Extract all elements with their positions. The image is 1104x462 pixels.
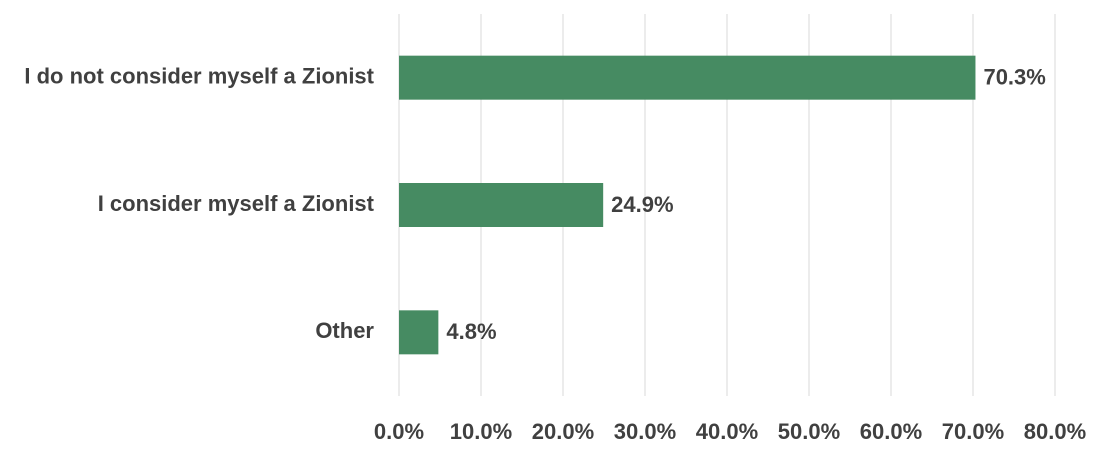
y-tick-label: I do not consider myself a Zionist [24, 63, 374, 88]
x-tick-label: 40.0% [696, 419, 758, 444]
x-tick-label: 20.0% [532, 419, 594, 444]
x-tick-label: 50.0% [778, 419, 840, 444]
data-label: 24.9% [611, 192, 673, 217]
x-tick-label: 60.0% [860, 419, 922, 444]
bar [399, 183, 604, 227]
y-tick-label: Other [315, 318, 374, 343]
data-label: 70.3% [983, 64, 1045, 89]
bar [399, 310, 439, 355]
x-tick-label: 70.0% [942, 419, 1004, 444]
x-tick-label: 80.0% [1024, 419, 1086, 444]
x-tick-label: 10.0% [450, 419, 512, 444]
x-tick-label: 30.0% [614, 419, 676, 444]
y-tick-label: I consider myself a Zionist [98, 191, 375, 216]
data-label: 4.8% [446, 319, 496, 344]
x-tick-label: 0.0% [374, 419, 424, 444]
bar [399, 55, 976, 100]
